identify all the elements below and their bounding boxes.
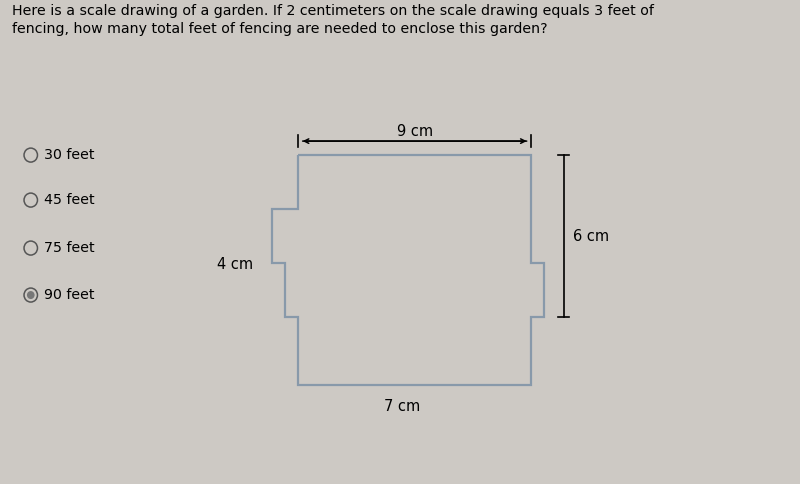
- Text: Here is a scale drawing of a garden. If 2 centimeters on the scale drawing equal: Here is a scale drawing of a garden. If …: [11, 4, 654, 18]
- Circle shape: [27, 291, 34, 299]
- Text: fencing, how many total feet of fencing are needed to enclose this garden?: fencing, how many total feet of fencing …: [11, 22, 547, 36]
- Text: 4 cm: 4 cm: [218, 257, 254, 272]
- Text: 90 feet: 90 feet: [44, 288, 94, 302]
- Text: 45 feet: 45 feet: [44, 193, 95, 207]
- Text: 6 cm: 6 cm: [574, 228, 610, 243]
- Text: 7 cm: 7 cm: [383, 398, 420, 413]
- Text: 30 feet: 30 feet: [44, 148, 94, 162]
- Text: 75 feet: 75 feet: [44, 241, 95, 255]
- Text: 9 cm: 9 cm: [397, 124, 433, 139]
